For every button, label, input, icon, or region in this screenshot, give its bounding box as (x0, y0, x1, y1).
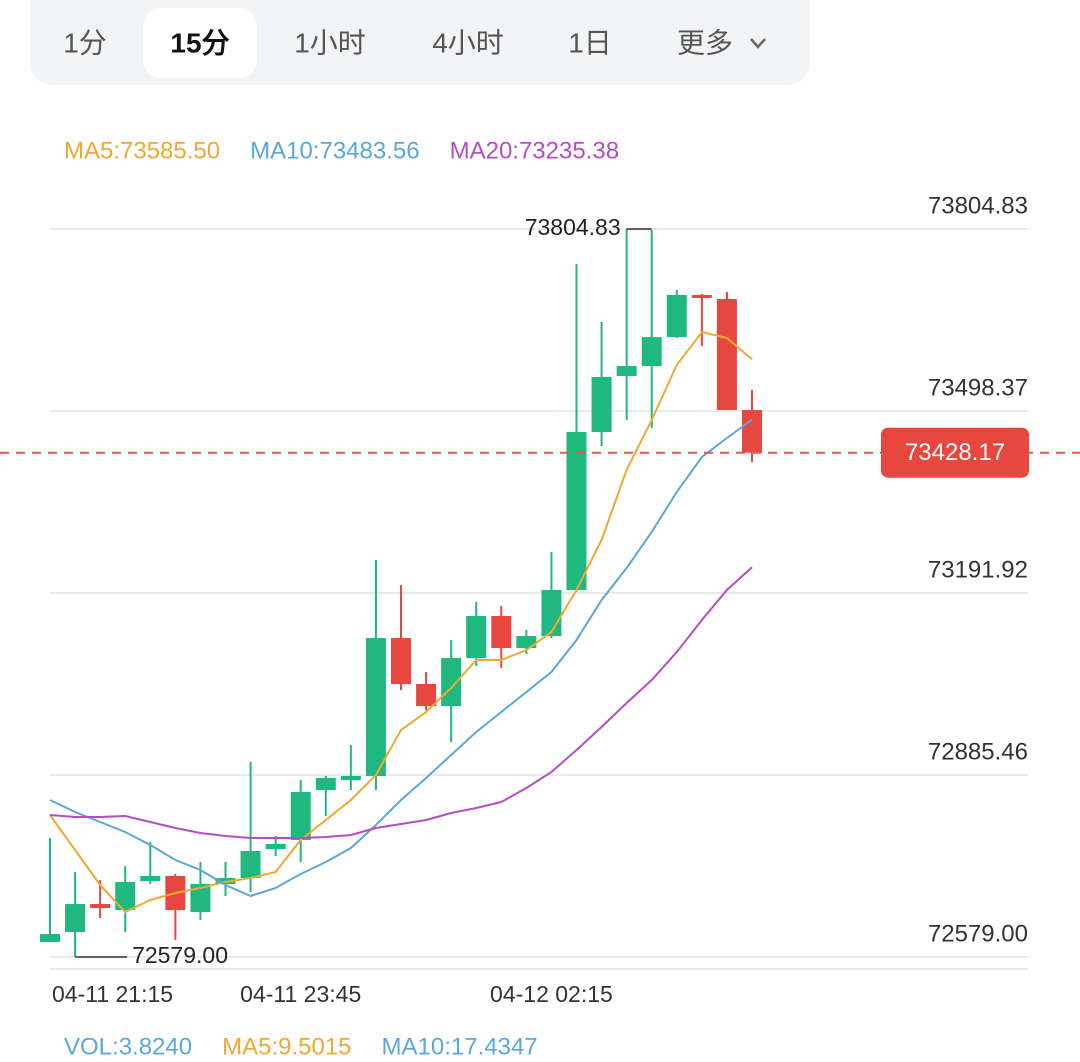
tab[interactable]: 1分 (63, 27, 107, 58)
candle-body (466, 615, 487, 659)
candle-body (566, 432, 587, 591)
candle-body (541, 590, 562, 637)
candle-body (115, 882, 136, 911)
candle-body (742, 410, 762, 453)
volume-legend: MA10:17.4347 (382, 1033, 538, 1060)
ma-legend: MA10:73483.56 (250, 137, 419, 164)
y-tick-label: 73191.92 (928, 556, 1028, 583)
ma-line (49, 330, 753, 914)
candle-body (290, 792, 311, 841)
candle-body (616, 366, 637, 377)
tabs: 1分 15分 1小时 4小时 1日 更多 (63, 8, 733, 78)
candle-body (265, 843, 286, 850)
candle-body (691, 294, 712, 299)
last-price-tag (881, 427, 1029, 478)
ma-line (49, 418, 753, 898)
x-tick-label: 04-12 02:15 (490, 981, 613, 1007)
grid: 73804.83 73498.37 73191.92 72885.46 72579.00 (50, 192, 1028, 970)
high-marker-label: 73804.83 (525, 214, 621, 240)
candle-body (40, 934, 60, 942)
volume-legend: MA5:9.5015 (222, 1033, 351, 1060)
candle-body (391, 638, 411, 684)
tab[interactable]: 4小时 (432, 27, 504, 58)
candle-body (416, 683, 437, 707)
tab[interactable]: 15分 (170, 27, 229, 58)
y-tick-label: 72885.46 (928, 738, 1028, 765)
x-tick-label: 04-11 23:45 (240, 981, 361, 1007)
y-tick-label: 73498.37 (928, 374, 1028, 401)
candle-body (340, 775, 361, 781)
candle-body (190, 884, 211, 912)
volume-legend: VOL:3.8240 (64, 1033, 192, 1060)
x-tick-label: 04-11 21:15 (52, 981, 173, 1007)
candle-body (90, 904, 111, 909)
y-tick-label: 73804.83 (928, 192, 1028, 219)
candle-body (240, 851, 261, 879)
candle-body (516, 636, 537, 649)
candle-body (591, 377, 612, 433)
candle-body (65, 904, 86, 933)
more-chevron (750, 38, 766, 49)
ma-legend: MA5:73585.50 (64, 137, 220, 164)
candle-body (140, 876, 161, 881)
ma-legend: MA20:73235.38 (450, 137, 619, 164)
candle-body (641, 337, 662, 367)
low-marker-label: 72579.00 (132, 942, 228, 968)
tab-active-bg (143, 8, 257, 78)
y-tick-label: 72579.00 (928, 920, 1028, 947)
tab[interactable]: 1日 (568, 27, 612, 58)
overlay: MA5:73585.50 MA10:73483.56 MA20:73235.38 04… (0, 137, 1080, 1060)
last-price-label: 73428.17 (905, 439, 1005, 466)
tab[interactable]: 1小时 (294, 27, 366, 58)
candle-body (716, 299, 737, 411)
candle-body (666, 294, 687, 338)
candle-body (441, 658, 462, 707)
tab[interactable]: 更多 (677, 27, 733, 58)
candle-body (491, 615, 512, 649)
candle-body (315, 778, 336, 791)
plot (40, 228, 762, 958)
ma-line (49, 566, 753, 839)
candle-body (365, 638, 386, 776)
